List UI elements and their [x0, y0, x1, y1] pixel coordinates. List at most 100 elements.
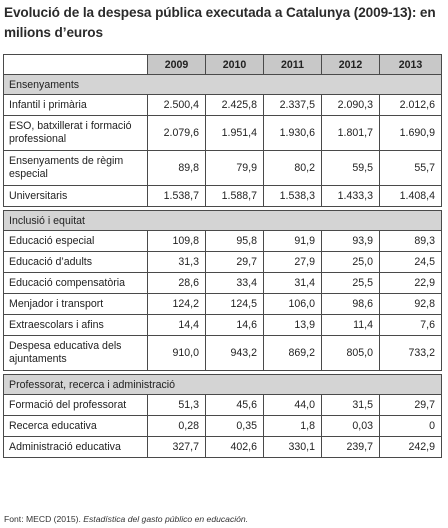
row-label: Ensenyaments de règim especial [3, 150, 148, 186]
value-cell: 55,7 [379, 150, 442, 186]
value-cell: 95,8 [205, 230, 264, 252]
value-cell: 1.801,7 [321, 115, 380, 151]
value-cell: 910,0 [147, 335, 206, 371]
value-cell: 0,03 [321, 415, 380, 437]
value-cell: 1.690,9 [379, 115, 442, 151]
row-label: Recerca educativa [3, 415, 148, 437]
value-cell: 869,2 [263, 335, 322, 371]
value-cell: 327,7 [147, 436, 206, 458]
value-cell: 2.337,5 [263, 94, 322, 116]
value-cell: 51,3 [147, 394, 206, 416]
row-label: Extraescolars i afins [3, 314, 148, 336]
value-cell: 2.425,8 [205, 94, 264, 116]
value-cell: 1.408,4 [379, 185, 442, 207]
expenditure-table: 2009 2010 2011 2012 2013 Ensenyaments Inf… [3, 54, 442, 458]
value-cell: 1.538,7 [147, 185, 206, 207]
value-cell: 14,6 [205, 314, 264, 336]
value-cell: 1.951,4 [205, 115, 264, 151]
table-row: Infantil i primària 2.500,4 2.425,8 2.337,5… [3, 94, 442, 116]
header-row: 2009 2010 2011 2012 2013 [3, 54, 442, 75]
value-cell: 29,7 [205, 251, 264, 273]
value-cell: 11,4 [321, 314, 380, 336]
value-cell: 33,4 [205, 272, 264, 294]
value-cell: 242,9 [379, 436, 442, 458]
value-cell: 29,7 [379, 394, 442, 416]
page-title: Evolució de la despesa pública executada… [4, 5, 436, 40]
value-cell: 91,9 [263, 230, 322, 252]
section-header-row: Professorat, recerca i administració [3, 374, 442, 395]
row-label: Formació del professorat [3, 394, 148, 416]
table-row: Educació d’adults 31,3 29,7 27,9 25,0 24,5 [3, 251, 442, 273]
row-label: Infantil i primària [3, 94, 148, 116]
value-cell: 7,6 [379, 314, 442, 336]
value-cell: 805,0 [321, 335, 380, 371]
value-cell: 25,0 [321, 251, 380, 273]
row-label: ESO, batxillerat i formació professional [3, 115, 148, 151]
value-cell: 28,6 [147, 272, 206, 294]
value-cell: 44,0 [263, 394, 322, 416]
value-cell: 13,9 [263, 314, 322, 336]
value-cell: 106,0 [263, 293, 322, 315]
value-cell: 2.090,3 [321, 94, 380, 116]
row-label: Administració educativa [3, 436, 148, 458]
value-cell: 2.079,6 [147, 115, 206, 151]
value-cell: 89,8 [147, 150, 206, 186]
value-cell: 22,9 [379, 272, 442, 294]
value-cell: 109,8 [147, 230, 206, 252]
table-row: Administració educativa 327,7 402,6 330,1 23… [3, 436, 442, 458]
value-cell: 0 [379, 415, 442, 437]
row-label: Universitaris [3, 185, 148, 207]
table-row: Educació especial 109,8 95,8 91,9 93,9 89,3 [3, 230, 442, 252]
table-row: Extraescolars i afins 14,4 14,6 13,9 11,4 7,6 [3, 314, 442, 336]
row-label: Educació compensatòria [3, 272, 148, 294]
header-year: 2013 [379, 54, 442, 75]
value-cell: 2.500,4 [147, 94, 206, 116]
value-cell: 0,35 [205, 415, 264, 437]
value-cell: 24,5 [379, 251, 442, 273]
value-cell: 98,6 [321, 293, 380, 315]
section-header-row: Ensenyaments [3, 74, 442, 95]
value-cell: 2.012,6 [379, 94, 442, 116]
value-cell: 1.433,3 [321, 185, 380, 207]
value-cell: 31,3 [147, 251, 206, 273]
table-row: Recerca educativa 0,28 0,35 1,8 0,03 0 [3, 415, 442, 437]
value-cell: 14,4 [147, 314, 206, 336]
table-row: Menjador i transport 124,2 124,5 106,0 98,6 9… [3, 293, 442, 315]
value-cell: 92,8 [379, 293, 442, 315]
value-cell: 733,2 [379, 335, 442, 371]
value-cell: 124,2 [147, 293, 206, 315]
table-row: Ensenyaments de règim especial 89,8 79,9 80… [3, 150, 442, 186]
value-cell: 124,5 [205, 293, 264, 315]
row-label: Educació especial [3, 230, 148, 252]
header-year: 2009 [147, 54, 206, 75]
table-row: Despesa educativa dels ajuntaments 910,0 9… [3, 335, 442, 371]
value-cell: 239,7 [321, 436, 380, 458]
header-year: 2012 [321, 54, 380, 75]
value-cell: 31,5 [321, 394, 380, 416]
value-cell: 25,5 [321, 272, 380, 294]
table-row: Formació del professorat 51,3 45,6 44,0 31,5… [3, 394, 442, 416]
row-label: Despesa educativa dels ajuntaments [3, 335, 148, 371]
table-row: Educació compensatòria 28,6 33,4 31,4 25,5 22… [3, 272, 442, 294]
value-cell: 89,3 [379, 230, 442, 252]
source-publication: Estadística del gasto público en educaci… [83, 514, 249, 524]
section-title: Ensenyaments [3, 74, 442, 95]
value-cell: 45,6 [205, 394, 264, 416]
table-row: Universitaris 1.538,7 1.588,7 1.538,3 1.433,… [3, 185, 442, 207]
value-cell: 27,9 [263, 251, 322, 273]
source-prefix: Font: MECD (2015). [4, 514, 84, 524]
value-cell: 1.588,7 [205, 185, 264, 207]
table-row: ESO, batxillerat i formació professional… [3, 115, 442, 151]
value-cell: 402,6 [205, 436, 264, 458]
value-cell: 1,8 [263, 415, 322, 437]
row-label: Educació d’adults [3, 251, 148, 273]
section-title: Professorat, recerca i administració [3, 374, 442, 395]
value-cell: 31,4 [263, 272, 322, 294]
value-cell: 943,2 [205, 335, 264, 371]
value-cell: 59,5 [321, 150, 380, 186]
source-note: Font: MECD (2015). Estadística del gasto… [4, 514, 248, 524]
value-cell: 1.538,3 [263, 185, 322, 207]
section-header-row: Inclusió i equitat [3, 210, 442, 231]
value-cell: 79,9 [205, 150, 264, 186]
header-corner [3, 54, 148, 75]
